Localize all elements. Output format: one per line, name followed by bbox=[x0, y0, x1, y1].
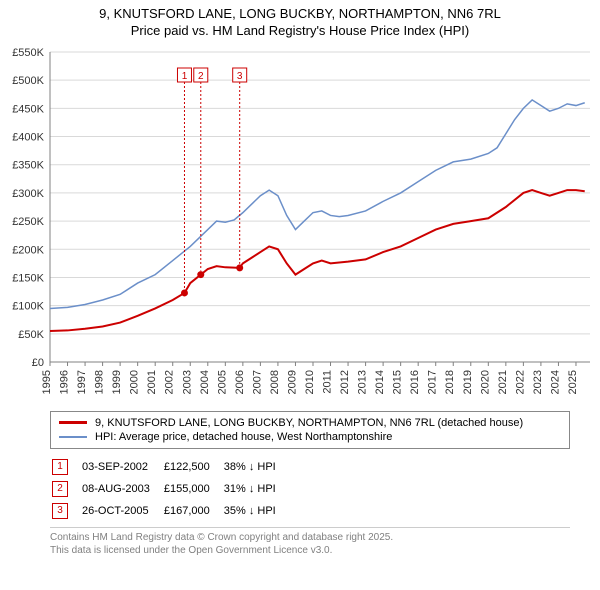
svg-text:2006: 2006 bbox=[234, 370, 246, 394]
svg-text:2010: 2010 bbox=[304, 370, 316, 394]
svg-text:1: 1 bbox=[182, 71, 188, 82]
svg-text:2024: 2024 bbox=[549, 370, 561, 394]
sales-row: 2 08-AUG-2003£155,00031% ↓ HPI bbox=[52, 479, 288, 499]
svg-text:2018: 2018 bbox=[444, 370, 456, 394]
svg-text:2019: 2019 bbox=[462, 370, 474, 394]
svg-text:1998: 1998 bbox=[94, 370, 106, 394]
sale-diff: 38% ↓ HPI bbox=[224, 457, 288, 477]
sales-row: 3 26-OCT-2005£167,00035% ↓ HPI bbox=[52, 501, 288, 521]
sale-point bbox=[181, 289, 188, 296]
footer-line2: This data is licensed under the Open Gov… bbox=[50, 544, 570, 557]
sales-row: 1 03-SEP-2002£122,50038% ↓ HPI bbox=[52, 457, 288, 477]
svg-text:£100K: £100K bbox=[12, 300, 44, 312]
svg-text:2016: 2016 bbox=[409, 370, 421, 394]
svg-text:2014: 2014 bbox=[374, 370, 386, 394]
svg-text:£350K: £350K bbox=[12, 160, 44, 172]
sale-point bbox=[197, 271, 204, 278]
svg-text:2000: 2000 bbox=[129, 370, 141, 394]
svg-text:£0: £0 bbox=[32, 357, 44, 369]
svg-text:2005: 2005 bbox=[216, 370, 228, 394]
svg-text:2017: 2017 bbox=[427, 370, 439, 394]
svg-text:2007: 2007 bbox=[251, 370, 263, 394]
svg-text:£50K: £50K bbox=[18, 329, 44, 341]
svg-text:2021: 2021 bbox=[497, 370, 509, 394]
svg-text:2008: 2008 bbox=[269, 370, 281, 394]
svg-text:1996: 1996 bbox=[59, 370, 71, 394]
svg-text:2011: 2011 bbox=[322, 370, 334, 394]
svg-text:£300K: £300K bbox=[12, 188, 44, 200]
svg-text:2013: 2013 bbox=[357, 370, 369, 394]
sale-date: 08-AUG-2003 bbox=[82, 479, 162, 499]
footer-line1: Contains HM Land Registry data © Crown c… bbox=[50, 531, 570, 544]
legend-swatch-hpi bbox=[59, 436, 87, 438]
svg-text:2001: 2001 bbox=[146, 370, 158, 394]
sale-diff: 35% ↓ HPI bbox=[224, 501, 288, 521]
chart-title: 9, KNUTSFORD LANE, LONG BUCKBY, NORTHAMP… bbox=[0, 0, 600, 42]
legend-label-hpi: HPI: Average price, detached house, West… bbox=[95, 431, 392, 443]
svg-text:2012: 2012 bbox=[339, 370, 351, 394]
svg-text:2022: 2022 bbox=[514, 370, 526, 394]
svg-text:2: 2 bbox=[198, 71, 204, 82]
chart-area: £0 £50K £100K £150K £200K £250K £300K £350K £400… bbox=[0, 42, 600, 407]
sale-price: £122,500 bbox=[164, 457, 222, 477]
legend-row-property: 9, KNUTSFORD LANE, LONG BUCKBY, NORTHAMP… bbox=[59, 416, 561, 430]
legend-label-property: 9, KNUTSFORD LANE, LONG BUCKBY, NORTHAMP… bbox=[95, 417, 523, 429]
svg-text:2009: 2009 bbox=[286, 370, 298, 394]
svg-text:£200K: £200K bbox=[12, 244, 44, 256]
sale-marker-icon: 2 bbox=[52, 481, 68, 497]
svg-text:£500K: £500K bbox=[12, 75, 44, 87]
svg-text:1995: 1995 bbox=[41, 370, 53, 394]
svg-text:2003: 2003 bbox=[181, 370, 193, 394]
line-chart: £0 £50K £100K £150K £200K £250K £300K £350K £400… bbox=[0, 42, 600, 402]
sale-price: £167,000 bbox=[164, 501, 222, 521]
legend-swatch-property bbox=[59, 421, 87, 424]
svg-text:£400K: £400K bbox=[12, 131, 44, 143]
sale-marker-icon: 3 bbox=[52, 503, 68, 519]
title-line2: Price paid vs. HM Land Registry's House … bbox=[10, 23, 590, 40]
svg-text:2004: 2004 bbox=[199, 370, 211, 394]
svg-text:£150K: £150K bbox=[12, 272, 44, 284]
legend-row-hpi: HPI: Average price, detached house, West… bbox=[59, 430, 561, 444]
title-line1: 9, KNUTSFORD LANE, LONG BUCKBY, NORTHAMP… bbox=[10, 6, 590, 23]
svg-text:£250K: £250K bbox=[12, 216, 44, 228]
svg-text:2023: 2023 bbox=[532, 370, 544, 394]
svg-text:1999: 1999 bbox=[111, 370, 123, 394]
svg-text:1997: 1997 bbox=[76, 370, 88, 394]
svg-text:2015: 2015 bbox=[392, 370, 404, 394]
svg-text:2025: 2025 bbox=[567, 370, 579, 394]
sale-date: 26-OCT-2005 bbox=[82, 501, 162, 521]
sale-date: 03-SEP-2002 bbox=[82, 457, 162, 477]
sale-diff: 31% ↓ HPI bbox=[224, 479, 288, 499]
sale-price: £155,000 bbox=[164, 479, 222, 499]
sales-table: 1 03-SEP-2002£122,50038% ↓ HPI 2 08-AUG-200… bbox=[50, 455, 290, 523]
svg-text:2002: 2002 bbox=[164, 370, 176, 394]
svg-text:£450K: £450K bbox=[12, 103, 44, 115]
sale-point bbox=[236, 264, 243, 271]
svg-text:2020: 2020 bbox=[479, 370, 491, 394]
attribution: Contains HM Land Registry data © Crown c… bbox=[50, 527, 570, 557]
svg-text:£550K: £550K bbox=[12, 47, 44, 59]
svg-text:3: 3 bbox=[237, 71, 243, 82]
sale-marker-icon: 1 bbox=[52, 459, 68, 475]
legend: 9, KNUTSFORD LANE, LONG BUCKBY, NORTHAMP… bbox=[50, 411, 570, 449]
